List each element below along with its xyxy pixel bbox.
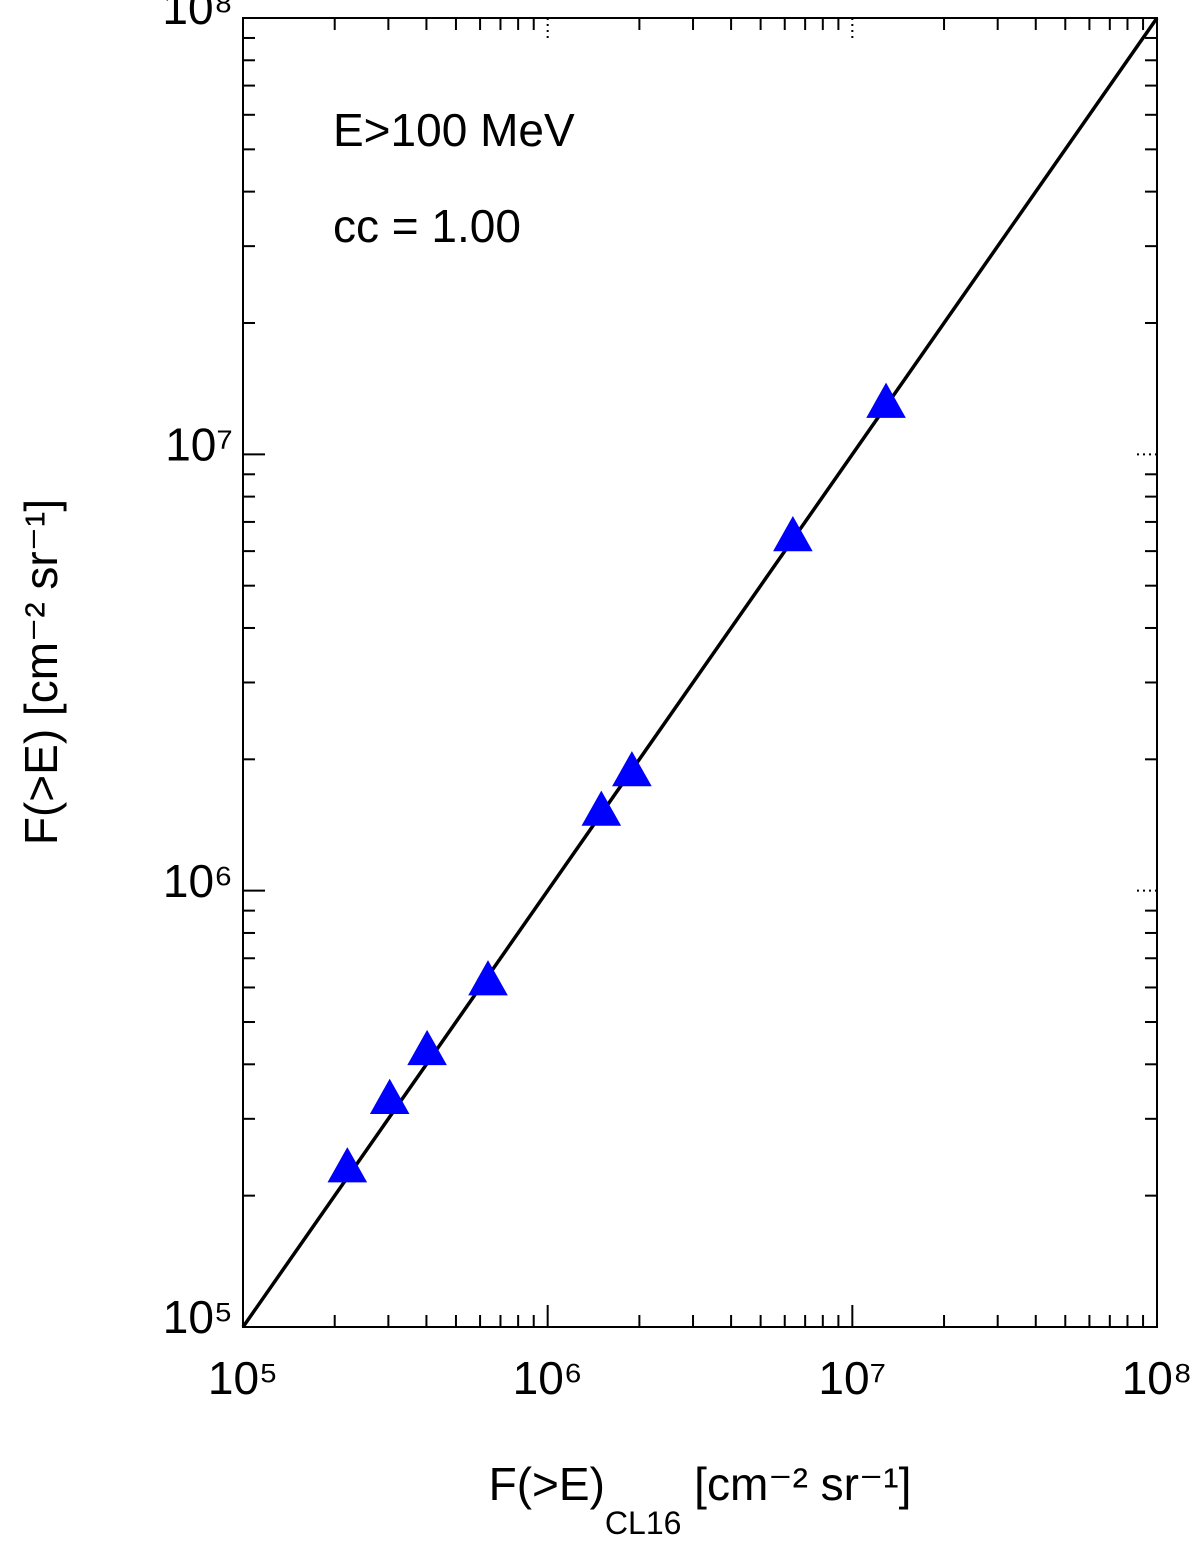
data-point bbox=[866, 382, 906, 418]
y-tick-label: 10⁶ bbox=[163, 855, 233, 907]
data-point bbox=[581, 790, 622, 826]
x-tick-label: 10⁷ bbox=[818, 1352, 886, 1404]
plot-frame bbox=[242, 17, 1158, 1328]
data-point bbox=[773, 516, 813, 552]
y-tick-label: 10⁷ bbox=[165, 418, 233, 470]
y-axis-label: F(>E) [cm⁻² sr⁻¹] bbox=[15, 499, 67, 845]
data-point bbox=[407, 1029, 447, 1066]
x-tick-label: 10⁸ bbox=[1122, 1352, 1193, 1404]
x-axis-label-unit: [cm⁻² sr⁻¹] bbox=[681, 1458, 911, 1510]
annotation: E>100 MeV bbox=[333, 104, 575, 156]
x-axis-label: F(>E)CL16 [cm⁻² sr⁻¹] bbox=[489, 1458, 912, 1541]
y-tick-label: 10⁸ bbox=[162, 0, 233, 34]
x-tick-label: 10⁵ bbox=[208, 1352, 278, 1404]
x-axis-label-sub: CL16 bbox=[605, 1505, 682, 1541]
x-tick-label: 10⁶ bbox=[513, 1352, 583, 1404]
x-axis-label-main: F(>E) bbox=[489, 1458, 605, 1510]
data-point bbox=[468, 960, 508, 996]
y-tick-label: 10⁵ bbox=[163, 1291, 233, 1343]
annotation: cc = 1.00 bbox=[333, 200, 521, 252]
data-point bbox=[369, 1078, 410, 1114]
data-point bbox=[327, 1147, 368, 1183]
data-point bbox=[612, 751, 652, 787]
